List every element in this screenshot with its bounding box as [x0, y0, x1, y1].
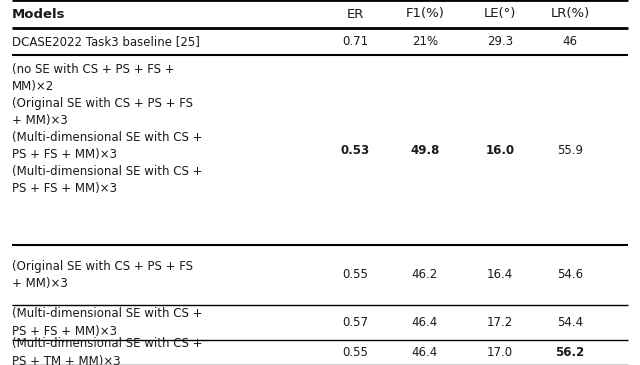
- Text: 46.4: 46.4: [412, 316, 438, 329]
- Text: 0.71: 0.71: [342, 35, 368, 48]
- Text: 0.55: 0.55: [342, 346, 368, 359]
- Text: 46.4: 46.4: [412, 346, 438, 359]
- Text: 46.2: 46.2: [412, 269, 438, 281]
- Text: 0.57: 0.57: [342, 316, 368, 329]
- Text: ER: ER: [346, 8, 364, 20]
- Text: 54.6: 54.6: [557, 269, 583, 281]
- Text: 55.9: 55.9: [557, 143, 583, 157]
- Text: 0.55: 0.55: [342, 269, 368, 281]
- Text: LR(%): LR(%): [550, 8, 589, 20]
- Text: 0.53: 0.53: [340, 143, 369, 157]
- Text: 17.2: 17.2: [487, 316, 513, 329]
- Text: (no SE with CS + PS + FS +
MM)×2
(Original SE with CS + PS + FS
+ MM)×3
(Multi-d: (no SE with CS + PS + FS + MM)×2 (Origin…: [12, 63, 202, 195]
- Text: 56.2: 56.2: [556, 346, 584, 359]
- Text: F1(%): F1(%): [406, 8, 444, 20]
- Text: (Multi-dimensional SE with CS +
PS + TM + MM)×3: (Multi-dimensional SE with CS + PS + TM …: [12, 338, 202, 365]
- Text: (Multi-dimensional SE with CS +
PS + FS + MM)×3: (Multi-dimensional SE with CS + PS + FS …: [12, 307, 202, 338]
- Text: (Original SE with CS + PS + FS
+ MM)×3: (Original SE with CS + PS + FS + MM)×3: [12, 260, 193, 290]
- Text: 54.4: 54.4: [557, 316, 583, 329]
- Text: 16.0: 16.0: [485, 143, 515, 157]
- Text: LE(°): LE(°): [484, 8, 516, 20]
- Text: 21%: 21%: [412, 35, 438, 48]
- Text: 46: 46: [563, 35, 577, 48]
- Text: 17.0: 17.0: [487, 346, 513, 359]
- Text: 29.3: 29.3: [487, 35, 513, 48]
- Text: 49.8: 49.8: [410, 143, 440, 157]
- Text: DCASE2022 Task3 baseline [25]: DCASE2022 Task3 baseline [25]: [12, 35, 200, 48]
- Text: 16.4: 16.4: [487, 269, 513, 281]
- Text: Models: Models: [12, 8, 65, 20]
